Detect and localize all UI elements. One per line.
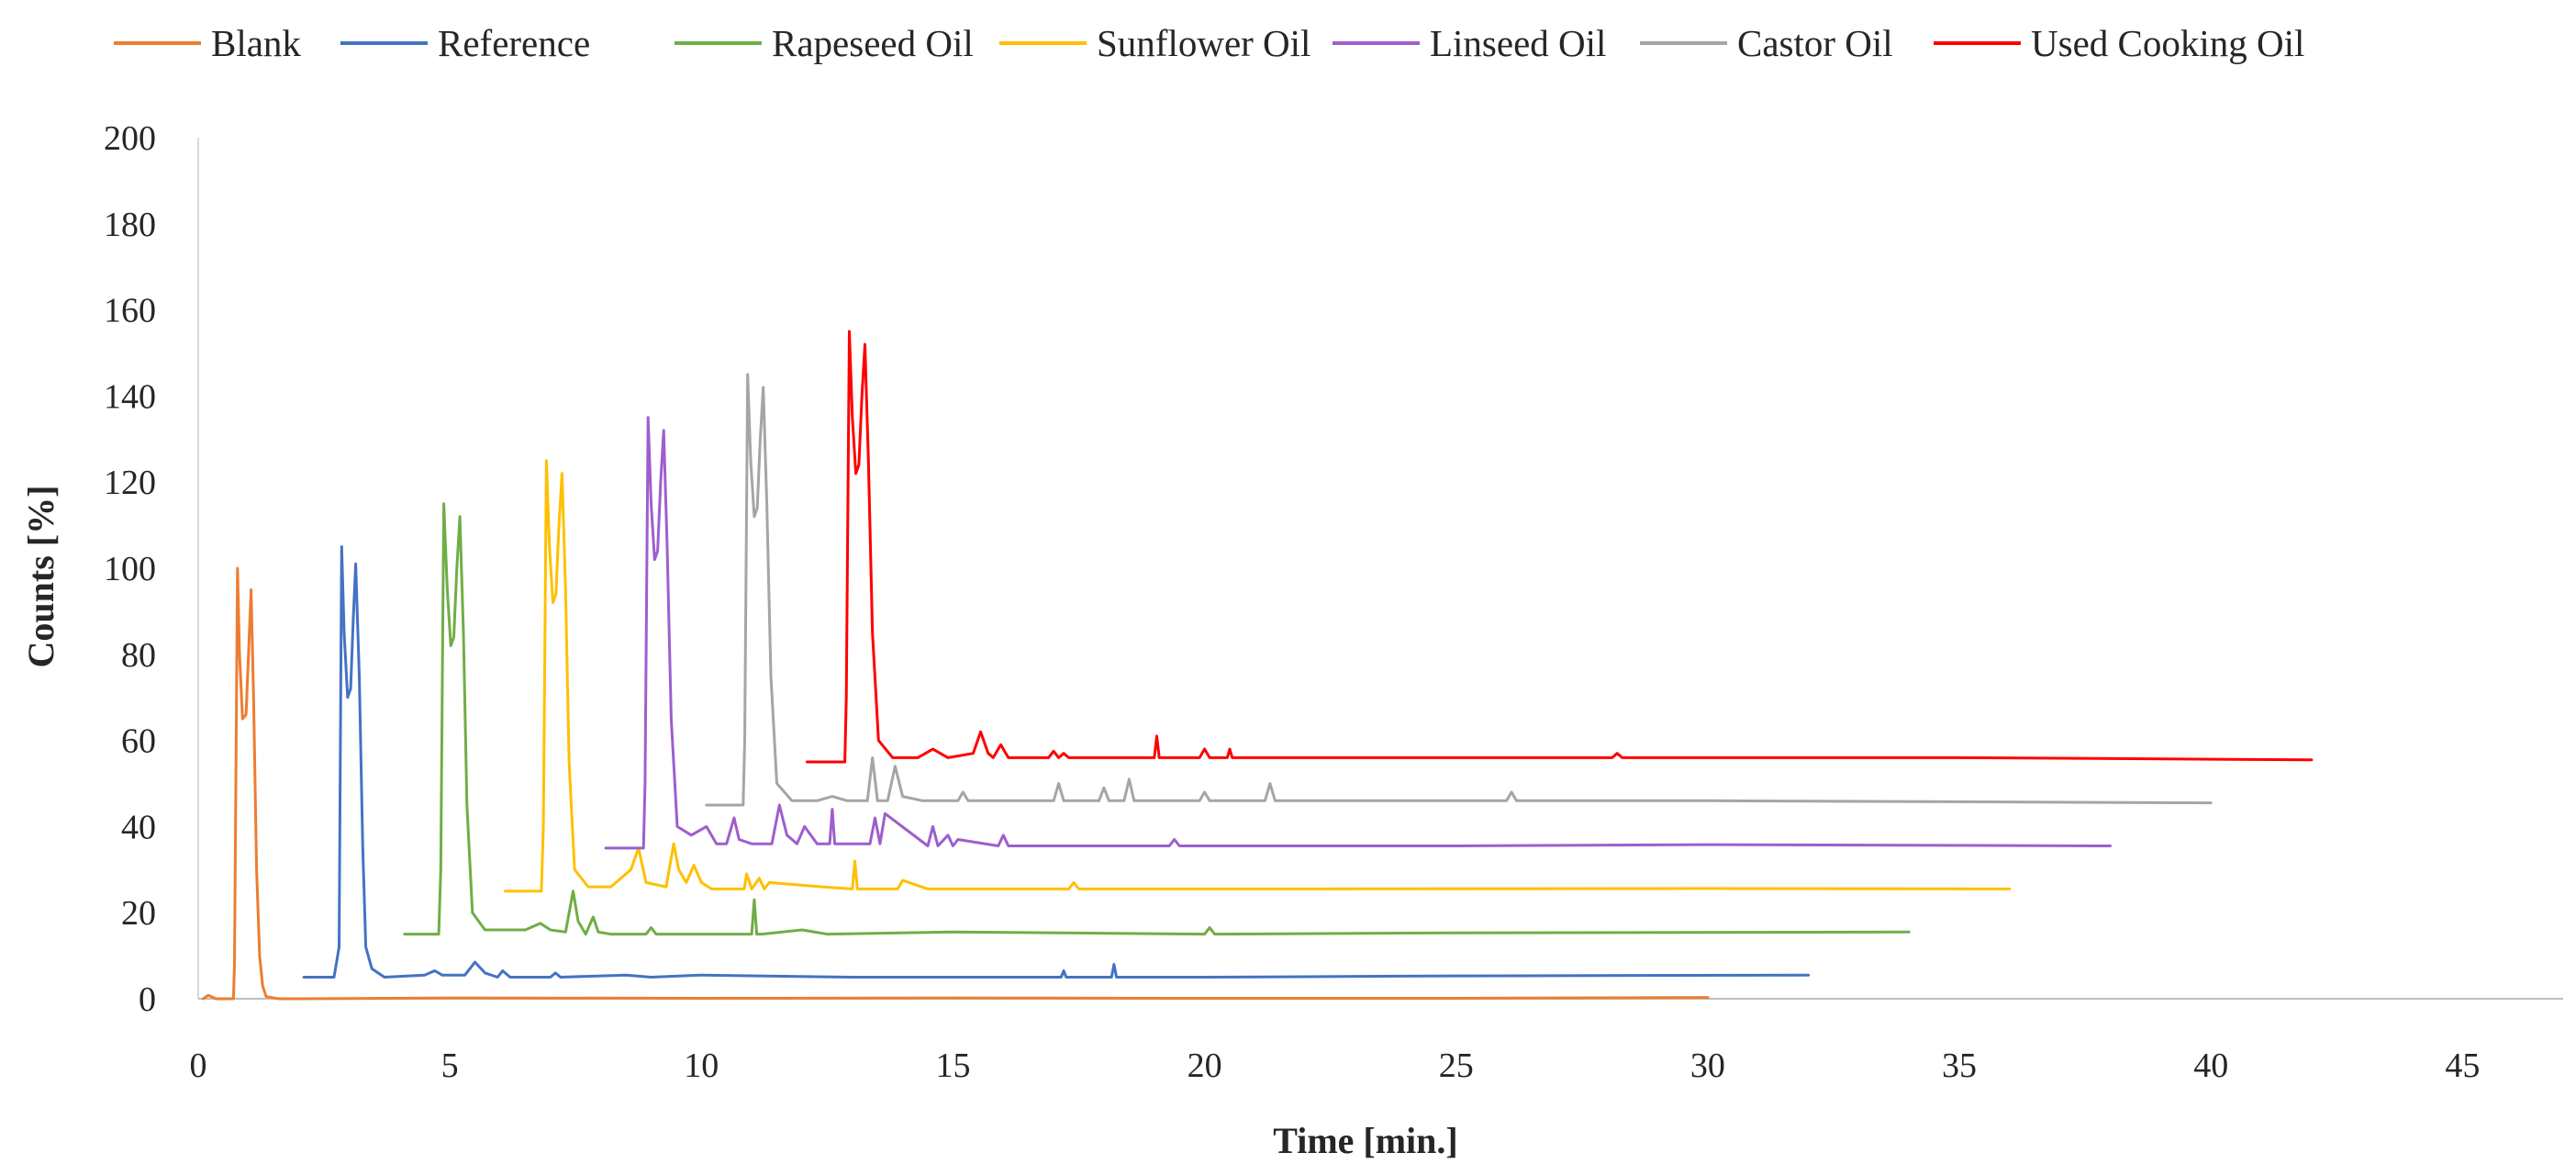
legend-label: Reference — [438, 22, 590, 64]
y-tick-labels: 0 20 40 60 80 100 120 140 160 180 200 — [104, 119, 156, 1019]
axes — [197, 138, 2563, 1000]
y-tick-label: 100 — [104, 550, 156, 588]
x-tick-label: 20 — [1188, 1046, 1222, 1085]
x-tick-label: 35 — [1942, 1046, 1977, 1085]
y-axis-title: Counts [%] — [20, 486, 61, 668]
y-tick-label: 120 — [104, 464, 156, 502]
legend-item-rapeseed-oil: Rapeseed Oil — [675, 22, 974, 64]
y-tick-label: 60 — [121, 722, 156, 761]
legend-item-used-cooking-oil: Used Cooking Oil — [1934, 22, 2304, 64]
y-tick-label: 80 — [121, 636, 156, 675]
legend-item-linseed-oil: Linseed Oil — [1333, 22, 1606, 64]
x-tick-label: 10 — [684, 1046, 719, 1085]
legend: Blank Reference Rapeseed Oil Sunflower Oil L… — [114, 22, 2304, 64]
legend-item-sunflower-oil: Sunflower Oil — [999, 22, 1310, 64]
x-tick-label: 15 — [935, 1046, 970, 1085]
x-axis-title: Time [min.] — [1273, 1120, 1457, 1161]
y-tick-label: 20 — [121, 894, 156, 933]
y-tick-label: 200 — [104, 119, 156, 158]
series-line-used-cooking-oil — [805, 330, 2314, 764]
series-line-blank — [202, 566, 1710, 1001]
x-tick-label: 45 — [2445, 1046, 2480, 1085]
legend-label: Blank — [211, 22, 301, 64]
y-tick-label: 40 — [121, 808, 156, 846]
legend-item-castor-oil: Castor Oil — [1640, 22, 1893, 64]
x-tick-label: 40 — [2193, 1046, 2228, 1085]
y-tick-label: 180 — [104, 206, 156, 244]
x-tick-label: 5 — [441, 1046, 459, 1085]
series-line-sunflower-oil — [504, 459, 2012, 893]
legend-label: Used Cooking Oil — [2031, 22, 2304, 64]
y-tick-label: 160 — [104, 292, 156, 330]
series-line-rapeseed-oil — [403, 502, 1911, 936]
legend-label: Castor Oil — [1737, 22, 1893, 64]
series-line-reference — [302, 545, 1811, 979]
x-tick-label: 30 — [1690, 1046, 1725, 1085]
legend-label: Rapeseed Oil — [772, 22, 974, 64]
x-tick-labels: 0 5 10 15 20 25 30 35 40 45 — [190, 1046, 2481, 1085]
legend-item-reference: Reference — [340, 22, 590, 64]
series-line-linseed-oil — [604, 416, 2112, 850]
y-tick-label: 140 — [104, 377, 156, 416]
legend-label: Sunflower Oil — [1097, 22, 1310, 64]
x-tick-label: 25 — [1439, 1046, 1474, 1085]
legend-label: Linseed Oil — [1430, 22, 1606, 64]
legend-item-blank: Blank — [114, 22, 301, 64]
series-line-castor-oil — [705, 373, 2213, 807]
y-tick-label: 0 — [139, 980, 156, 1019]
series-lines — [202, 330, 2314, 1001]
x-tick-label: 0 — [190, 1046, 207, 1085]
